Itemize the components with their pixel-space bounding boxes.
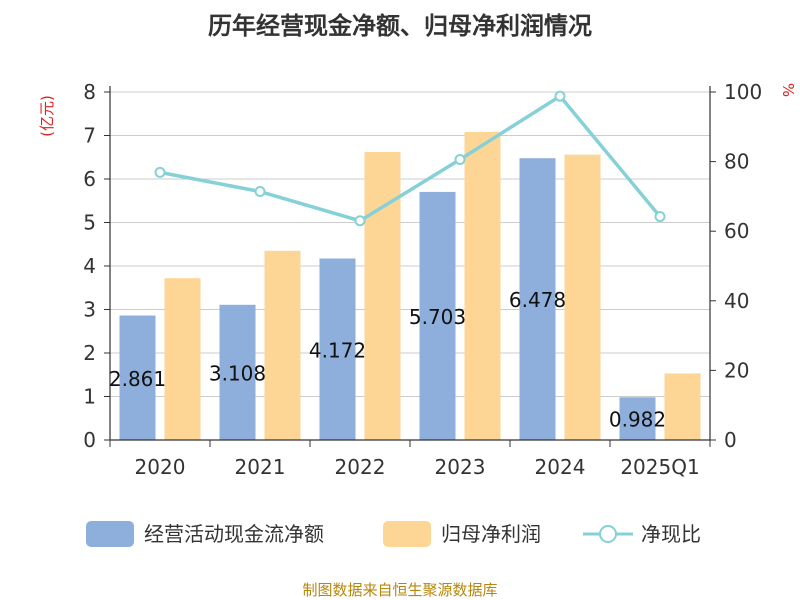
data-labels: 2.861 3.108 4.172 5.703 6.478 0.982	[109, 288, 666, 432]
data-label: 2.861	[109, 367, 166, 391]
legend-label-net-profit: 归母净利润	[441, 522, 541, 546]
source-note: 制图数据来自恒生聚源数据库	[302, 581, 497, 599]
legend-swatch-cashflow	[86, 521, 134, 547]
bar-net-profit	[364, 152, 401, 440]
right-tick-label: 100	[724, 80, 762, 104]
bar-net-profit	[664, 373, 701, 440]
bar-cashflow	[619, 397, 656, 440]
x-tick-label: 2020	[135, 455, 186, 479]
ratio-point	[354, 215, 366, 227]
right-axis-unit: %	[779, 83, 797, 97]
legend-swatch-ratio-marker	[599, 525, 617, 543]
legend-swatch-net-profit	[383, 521, 431, 547]
left-tick-label: 6	[83, 167, 96, 191]
x-tick-label: 2021	[235, 455, 286, 479]
ratio-point	[454, 154, 466, 166]
chart-title: 历年经营现金净额、归母净利润情况	[208, 12, 592, 40]
x-tick-label: 2023	[435, 455, 486, 479]
bar-cashflow	[519, 158, 556, 440]
x-tick-label: 2024	[535, 455, 586, 479]
legend: 经营活动现金流净额 归母净利润 净现比	[86, 521, 701, 547]
left-tick-label: 2	[83, 341, 96, 365]
ratio-point	[254, 186, 266, 198]
bar-net-profit	[264, 250, 301, 440]
bar-net-profit	[564, 154, 601, 440]
right-tick-label: 60	[724, 219, 749, 243]
right-tick-label: 40	[724, 289, 749, 313]
ratio-point	[554, 90, 566, 102]
grid-lines	[110, 91, 710, 397]
ratio-point	[654, 211, 666, 223]
x-tick-label: 2022	[335, 455, 386, 479]
left-tick-label: 5	[83, 211, 96, 235]
data-label: 3.108	[209, 361, 266, 385]
left-tick-label: 4	[83, 254, 96, 278]
left-axis-unit: (亿元)	[38, 95, 56, 137]
bar-net-profit	[164, 278, 201, 440]
left-tick-label: 1	[83, 385, 96, 409]
data-label: 0.982	[609, 408, 666, 432]
data-label: 4.172	[309, 338, 366, 362]
left-tick-label: 8	[83, 80, 96, 104]
legend-label-ratio: 净现比	[641, 522, 701, 546]
right-tick-label: 80	[724, 150, 749, 174]
bars	[119, 132, 701, 440]
data-label: 5.703	[409, 305, 466, 329]
bar-cashflow	[119, 315, 156, 440]
left-tick-label: 0	[83, 428, 96, 452]
bar-net-profit	[464, 132, 501, 440]
bar-cashflow	[419, 191, 456, 440]
legend-label-cashflow: 经营活动现金流净额	[144, 522, 324, 546]
bar-cashflow	[219, 304, 256, 440]
ratio-line-path	[159, 94, 662, 223]
right-tick-label: 0	[724, 428, 737, 452]
left-tick-label: 3	[83, 298, 96, 322]
data-label: 6.478	[509, 288, 566, 312]
x-tick-label: 2025Q1	[620, 455, 699, 479]
right-tick-label: 20	[724, 358, 749, 382]
left-tick-label: 7	[83, 124, 96, 148]
ratio-point	[154, 166, 166, 178]
ratio-line	[154, 90, 666, 227]
bar-cashflow	[319, 258, 356, 440]
